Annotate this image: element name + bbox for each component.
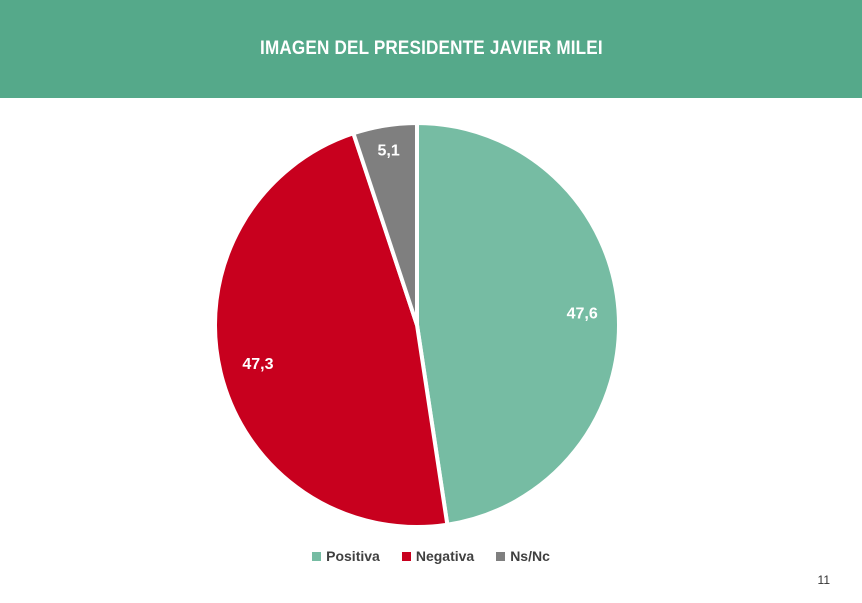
legend-swatch-nsnc xyxy=(496,551,506,561)
legend-item-positiva: Positiva xyxy=(312,548,380,564)
data-label-negativa: 47,3 xyxy=(242,356,273,373)
legend-label-nsnc: Ns/Nc xyxy=(510,548,550,564)
pie-slice-nsnc xyxy=(351,121,419,327)
legend-label-negativa: Negativa xyxy=(415,548,475,564)
chart-title: IMAGEN DEL PRESIDENTE JAVIER MILEI xyxy=(259,38,603,59)
legend-swatch-positiva xyxy=(312,551,322,561)
legend-swatch-negativa xyxy=(401,551,411,561)
pie-chart: 47,6 47,3 5,1 xyxy=(213,121,621,529)
data-label-nsnc: 5,1 xyxy=(378,143,400,160)
data-label-positiva: 47,6 xyxy=(567,306,598,323)
header-bar: IMAGEN DEL PRESIDENTE JAVIER MILEI xyxy=(0,0,862,98)
pie-slice-negativa xyxy=(213,131,450,529)
page-number: 11 xyxy=(817,573,830,587)
legend-item-nsnc: Ns/Nc xyxy=(496,548,550,564)
chart-legend: Positiva Negativa Ns/Nc xyxy=(0,548,862,564)
legend-item-negativa: Negativa xyxy=(401,548,475,564)
legend-label-positiva: Positiva xyxy=(326,548,380,564)
pie-slice-positiva xyxy=(415,121,621,527)
